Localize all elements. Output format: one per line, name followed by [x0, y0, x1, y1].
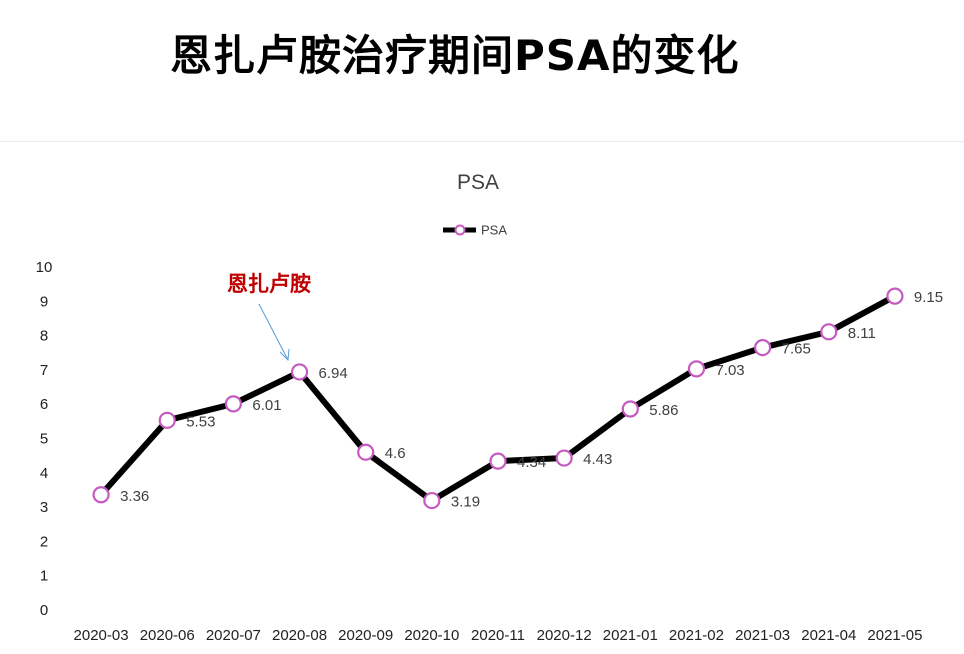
x-tick-label: 2020-12: [537, 627, 592, 644]
data-label: 6.01: [252, 397, 281, 414]
data-label: 4.43: [583, 451, 612, 468]
data-point: [158, 411, 176, 429]
data-point: [489, 452, 507, 470]
y-tick-label: 10: [36, 259, 53, 276]
data-label: 7.03: [715, 362, 744, 379]
data-point: [92, 486, 110, 504]
y-tick-label: 6: [40, 396, 48, 413]
data-point: [886, 287, 904, 305]
data-label: 9.15: [914, 289, 943, 306]
x-tick-label: 2021-03: [735, 627, 790, 644]
data-label: 8.11: [848, 325, 876, 342]
y-tick-label: 3: [40, 499, 48, 516]
data-point: [820, 323, 838, 341]
legend-marker: [454, 224, 466, 236]
y-tick-label: 5: [40, 431, 48, 448]
x-tick-label: 2020-08: [272, 627, 327, 644]
legend: PSA: [443, 223, 507, 238]
y-tick-label: 7: [40, 362, 48, 379]
page-title: 恩扎卢胺治疗期间PSA的变化: [170, 31, 740, 80]
data-label: 3.19: [451, 494, 480, 511]
x-tick-label: 2020-09: [338, 627, 393, 644]
x-tick-label: 2020-11: [471, 627, 525, 644]
data-point: [754, 339, 772, 357]
data-label: 5.53: [186, 413, 215, 430]
data-label: 4.6: [385, 445, 406, 462]
data-label: 7.65: [782, 341, 811, 358]
y-tick-label: 0: [40, 602, 48, 619]
data-label: 5.86: [649, 402, 678, 419]
data-label: 3.36: [120, 488, 149, 505]
data-label: 4.34: [517, 454, 546, 471]
series-line-psa: [98, 293, 898, 504]
y-tick-label: 9: [40, 293, 48, 310]
x-tick-label: 2021-01: [603, 627, 658, 644]
y-tick-label: 2: [40, 533, 48, 550]
data-point: [423, 491, 441, 510]
annotation-label: 恩扎卢胺: [227, 272, 311, 296]
data-point: [621, 400, 639, 418]
x-tick-label: 2021-04: [801, 627, 856, 644]
data-point: [224, 395, 242, 413]
x-tick-label: 2021-05: [867, 627, 922, 644]
annotation: 恩扎卢胺: [227, 272, 311, 362]
data-point: [290, 363, 309, 381]
annotation-arrow-line: [258, 303, 289, 361]
x-tick-label: 2020-06: [140, 627, 195, 644]
data-point: [555, 449, 573, 467]
data-point: [357, 443, 375, 461]
data-label: 6.94: [319, 365, 348, 382]
data-point: [687, 360, 706, 378]
annotation-arrow-head: [279, 348, 290, 362]
y-tick-label: 8: [40, 328, 48, 345]
x-tick-label: 2021-02: [669, 627, 724, 644]
y-tick-label: 4: [40, 465, 48, 482]
title-divider: [0, 141, 964, 142]
x-tick-label: 2020-07: [206, 627, 261, 644]
y-tick-label: 1: [40, 568, 48, 585]
chart-title: PSA: [457, 171, 499, 194]
x-tick-label: 2020-10: [404, 627, 459, 644]
x-tick-label: 2020-03: [74, 627, 129, 644]
legend-label: PSA: [481, 223, 507, 238]
